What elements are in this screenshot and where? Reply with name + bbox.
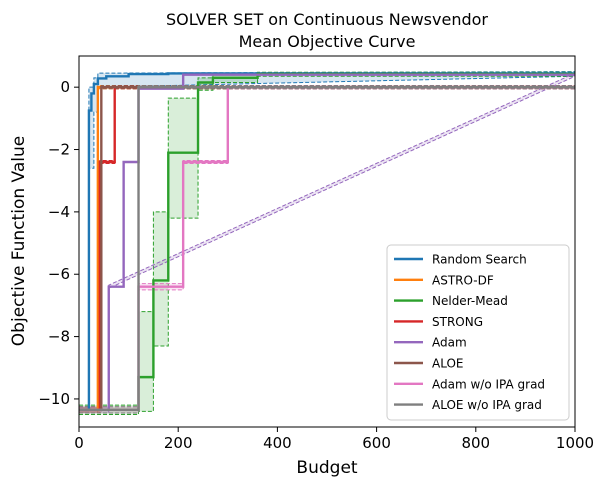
- legend-label-2: Nelder-Mead: [432, 294, 508, 308]
- band-upper-2: [79, 71, 575, 406]
- legend-label-1: ASTRO-DF: [432, 273, 494, 287]
- y-tick-label: −8: [48, 328, 70, 346]
- legend-label-6: Adam w/o IPA grad: [432, 377, 545, 391]
- x-axis-label: Budget: [296, 458, 357, 478]
- y-tick-label: −6: [48, 265, 70, 283]
- x-tick-label: 0: [74, 434, 84, 452]
- x-tick-label: 1000: [556, 434, 594, 452]
- x-tick-label: 600: [362, 434, 391, 452]
- series-line-7: [79, 85, 575, 412]
- legend-label-7: ALOE w/o IPA grad: [432, 398, 542, 412]
- legend: Random Search ASTRO-DF Nelder-Mead STRONG Ad…: [386, 244, 570, 421]
- legend-label-5: ALOE: [432, 357, 464, 371]
- y-tick-label: −10: [38, 390, 70, 408]
- series-line-2: [79, 72, 575, 412]
- x-tick-label: 200: [164, 434, 193, 452]
- x-axis-ticks: 0 200 400 600 800 1000: [74, 427, 594, 452]
- legend-label-4: Adam: [432, 336, 467, 350]
- band-lower-3: [79, 88, 575, 414]
- y-tick-label: 0: [60, 78, 70, 96]
- x-tick-label: 800: [461, 434, 490, 452]
- series-lines: [79, 72, 575, 412]
- band-lower-7: [79, 88, 575, 414]
- chart-subtitle: Mean Objective Curve: [239, 32, 416, 51]
- legend-label-3: STRONG: [432, 315, 483, 329]
- y-axis-ticks: −10 −8 −6 −4 −2 0: [38, 78, 79, 408]
- series-line-4: [79, 73, 575, 412]
- y-tick-label: −4: [48, 203, 70, 221]
- plot-area: [78, 55, 576, 428]
- legend-box: [386, 244, 570, 421]
- chart-title: SOLVER SET on Continuous Newsvendor: [166, 10, 488, 29]
- series-line-0: [79, 72, 575, 412]
- y-axis-label: Objective Function Value: [9, 136, 29, 346]
- legend-label-0: Random Search: [432, 253, 527, 267]
- x-tick-label: 400: [263, 434, 292, 452]
- plot-frame: [78, 55, 576, 428]
- y-tick-label: −2: [48, 141, 70, 159]
